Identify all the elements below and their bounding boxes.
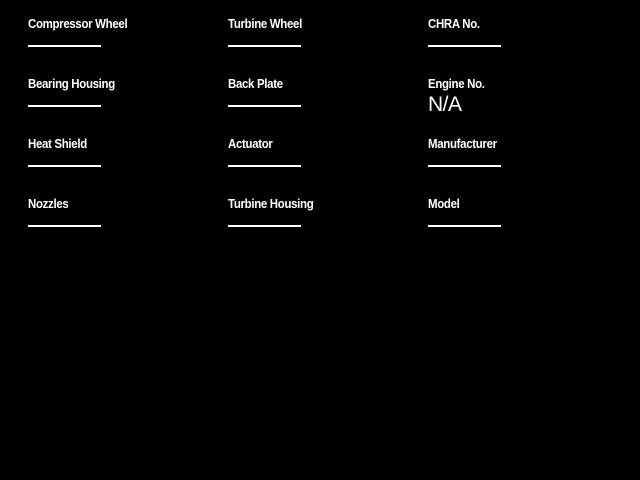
field-back-plate[interactable]: Back Plate xyxy=(228,76,413,136)
field-heat-shield[interactable]: Heat Shield xyxy=(28,136,213,196)
field-blank-rule[interactable] xyxy=(28,165,101,167)
field-manufacturer[interactable]: Manufacturer xyxy=(428,136,613,196)
field-blank-rule[interactable] xyxy=(228,165,301,167)
field-label: CHRA No. xyxy=(428,16,480,31)
field-label: Actuator xyxy=(228,136,273,151)
field-blank-rule[interactable] xyxy=(28,225,101,227)
field-compressor-wheel[interactable]: Compressor Wheel xyxy=(28,16,213,76)
field-blank-rule[interactable] xyxy=(228,105,301,107)
field-label: Nozzles xyxy=(28,196,69,211)
field-chra-no[interactable]: CHRA No. xyxy=(428,16,613,76)
field-label: Bearing Housing xyxy=(28,76,115,91)
field-blank-rule[interactable] xyxy=(228,225,301,227)
field-label: Compressor Wheel xyxy=(28,16,128,31)
field-label: Engine No. xyxy=(428,76,485,91)
field-blank-rule[interactable] xyxy=(428,45,501,47)
field-engine-no[interactable]: Engine No. N/A xyxy=(428,76,613,136)
field-blank-rule[interactable] xyxy=(428,225,501,227)
spec-form-grid: Compressor Wheel Turbine Wheel CHRA No. … xyxy=(28,16,612,256)
field-label: Model xyxy=(428,196,460,211)
field-label: Turbine Wheel xyxy=(228,16,302,31)
field-blank-rule[interactable] xyxy=(28,45,101,47)
field-turbine-housing[interactable]: Turbine Housing xyxy=(228,196,413,256)
field-blank-rule[interactable] xyxy=(428,165,501,167)
field-nozzles[interactable]: Nozzles xyxy=(28,196,213,256)
field-blank-rule[interactable] xyxy=(28,105,101,107)
field-label: Heat Shield xyxy=(28,136,87,151)
field-bearing-housing[interactable]: Bearing Housing xyxy=(28,76,213,136)
field-label: Back Plate xyxy=(228,76,283,91)
field-label: Turbine Housing xyxy=(228,196,314,211)
field-model[interactable]: Model xyxy=(428,196,613,256)
field-blank-rule[interactable] xyxy=(228,45,301,47)
field-label: Manufacturer xyxy=(428,136,497,151)
field-turbine-wheel[interactable]: Turbine Wheel xyxy=(228,16,413,76)
field-value: N/A xyxy=(428,93,462,116)
field-actuator[interactable]: Actuator xyxy=(228,136,413,196)
